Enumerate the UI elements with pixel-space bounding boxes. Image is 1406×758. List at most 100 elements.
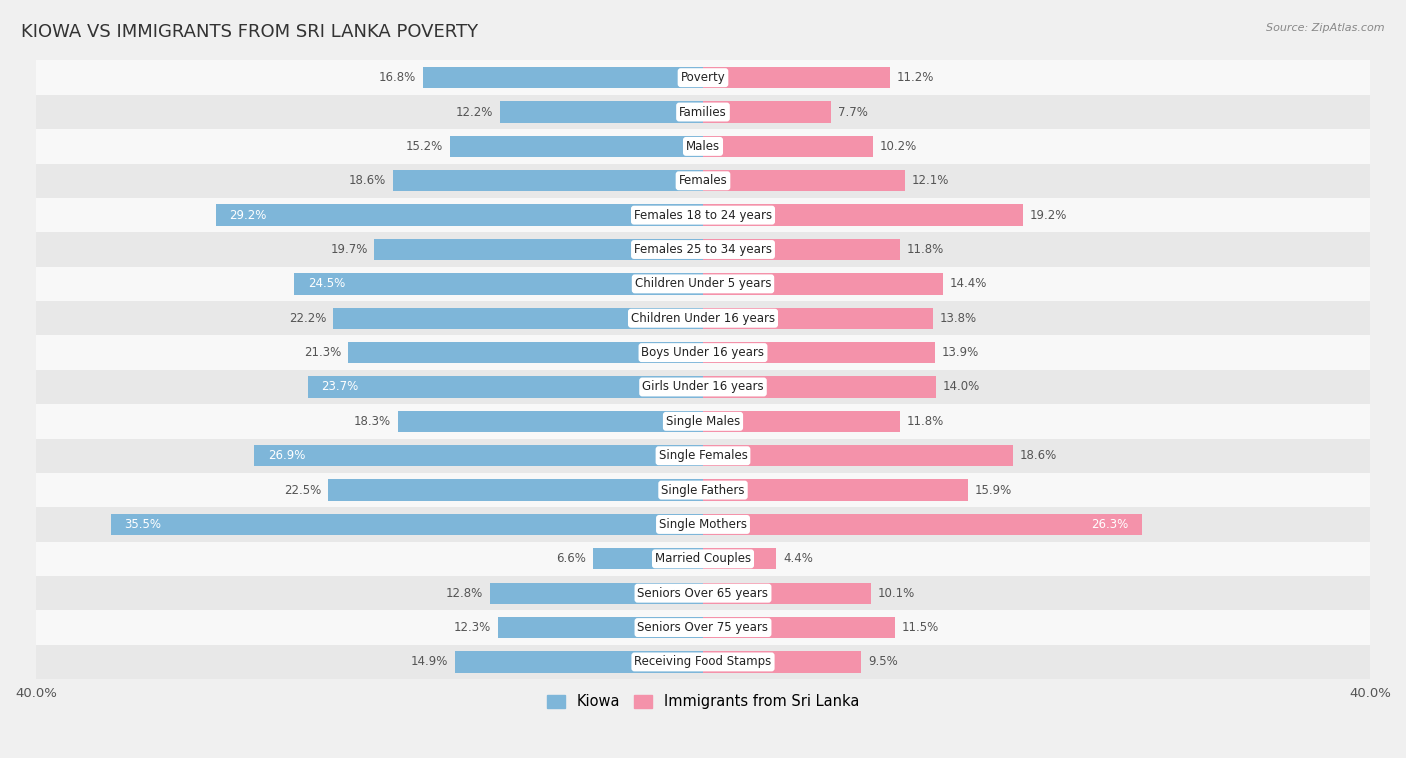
Text: 11.5%: 11.5% [901, 621, 939, 634]
Bar [37, 439, 1369, 473]
Bar [703, 342, 935, 363]
Bar [703, 67, 890, 89]
Text: 7.7%: 7.7% [838, 105, 868, 118]
Bar [703, 548, 776, 569]
Bar [37, 645, 1369, 679]
Bar [703, 205, 1024, 226]
Bar [37, 336, 1369, 370]
Bar [703, 376, 936, 398]
Text: 26.9%: 26.9% [267, 449, 305, 462]
Bar [37, 267, 1369, 301]
Bar [498, 617, 703, 638]
Text: Boys Under 16 years: Boys Under 16 years [641, 346, 765, 359]
Bar [37, 610, 1369, 645]
Bar [703, 102, 831, 123]
Bar [703, 617, 894, 638]
Text: 11.8%: 11.8% [907, 243, 943, 256]
Bar [37, 301, 1369, 336]
Text: Single Males: Single Males [666, 415, 740, 428]
Bar [703, 514, 1142, 535]
Bar [37, 95, 1369, 129]
Bar [37, 473, 1369, 507]
Text: Females 25 to 34 years: Females 25 to 34 years [634, 243, 772, 256]
Text: Children Under 16 years: Children Under 16 years [631, 312, 775, 324]
Text: 14.9%: 14.9% [411, 656, 449, 669]
Bar [328, 479, 703, 501]
Bar [703, 239, 900, 260]
Bar [374, 239, 703, 260]
Text: Source: ZipAtlas.com: Source: ZipAtlas.com [1267, 23, 1385, 33]
Text: Receiving Food Stamps: Receiving Food Stamps [634, 656, 772, 669]
Text: 13.9%: 13.9% [942, 346, 979, 359]
Text: 23.7%: 23.7% [321, 381, 359, 393]
Bar [111, 514, 703, 535]
Bar [703, 479, 969, 501]
Text: KIOWA VS IMMIGRANTS FROM SRI LANKA POVERTY: KIOWA VS IMMIGRANTS FROM SRI LANKA POVER… [21, 23, 478, 41]
Bar [37, 404, 1369, 439]
Bar [703, 411, 900, 432]
Bar [37, 61, 1369, 95]
Bar [254, 445, 703, 466]
Text: 18.6%: 18.6% [349, 174, 387, 187]
Text: 6.6%: 6.6% [557, 553, 586, 565]
Text: Single Females: Single Females [658, 449, 748, 462]
Text: 9.5%: 9.5% [868, 656, 898, 669]
Text: Seniors Over 75 years: Seniors Over 75 years [637, 621, 769, 634]
Bar [703, 136, 873, 157]
Bar [294, 273, 703, 295]
Text: 24.5%: 24.5% [308, 277, 344, 290]
Text: Seniors Over 65 years: Seniors Over 65 years [637, 587, 769, 600]
Text: Poverty: Poverty [681, 71, 725, 84]
Bar [37, 370, 1369, 404]
Text: 18.6%: 18.6% [1019, 449, 1057, 462]
Bar [703, 583, 872, 604]
Text: 14.4%: 14.4% [950, 277, 987, 290]
Bar [454, 651, 703, 672]
Text: 16.8%: 16.8% [378, 71, 416, 84]
Text: 15.2%: 15.2% [405, 140, 443, 153]
Bar [37, 507, 1369, 542]
Text: 18.3%: 18.3% [354, 415, 391, 428]
Bar [450, 136, 703, 157]
Bar [37, 576, 1369, 610]
Text: 12.8%: 12.8% [446, 587, 482, 600]
Legend: Kiowa, Immigrants from Sri Lanka: Kiowa, Immigrants from Sri Lanka [541, 688, 865, 715]
Text: 12.2%: 12.2% [456, 105, 494, 118]
Bar [703, 273, 943, 295]
Bar [499, 102, 703, 123]
Bar [703, 651, 862, 672]
Text: Females 18 to 24 years: Females 18 to 24 years [634, 208, 772, 221]
Bar [37, 198, 1369, 232]
Bar [489, 583, 703, 604]
Text: 12.3%: 12.3% [454, 621, 491, 634]
Text: Males: Males [686, 140, 720, 153]
Text: 21.3%: 21.3% [304, 346, 342, 359]
Text: Females: Females [679, 174, 727, 187]
Text: 26.3%: 26.3% [1091, 518, 1128, 531]
Text: 35.5%: 35.5% [124, 518, 162, 531]
Bar [333, 308, 703, 329]
Text: Married Couples: Married Couples [655, 553, 751, 565]
Text: 19.2%: 19.2% [1029, 208, 1067, 221]
Text: 11.2%: 11.2% [897, 71, 934, 84]
Bar [37, 232, 1369, 267]
Bar [593, 548, 703, 569]
Bar [703, 308, 934, 329]
Text: 22.2%: 22.2% [288, 312, 326, 324]
Bar [703, 170, 905, 192]
Text: Girls Under 16 years: Girls Under 16 years [643, 381, 763, 393]
Text: 22.5%: 22.5% [284, 484, 321, 496]
Text: Single Mothers: Single Mothers [659, 518, 747, 531]
Text: 4.4%: 4.4% [783, 553, 813, 565]
Text: 14.0%: 14.0% [943, 381, 980, 393]
Text: 11.8%: 11.8% [907, 415, 943, 428]
Bar [347, 342, 703, 363]
Text: Children Under 5 years: Children Under 5 years [634, 277, 772, 290]
Text: 13.8%: 13.8% [939, 312, 977, 324]
Bar [398, 411, 703, 432]
Text: 10.2%: 10.2% [880, 140, 917, 153]
Text: 29.2%: 29.2% [229, 208, 267, 221]
Text: 15.9%: 15.9% [974, 484, 1012, 496]
Bar [37, 164, 1369, 198]
Text: 12.1%: 12.1% [911, 174, 949, 187]
